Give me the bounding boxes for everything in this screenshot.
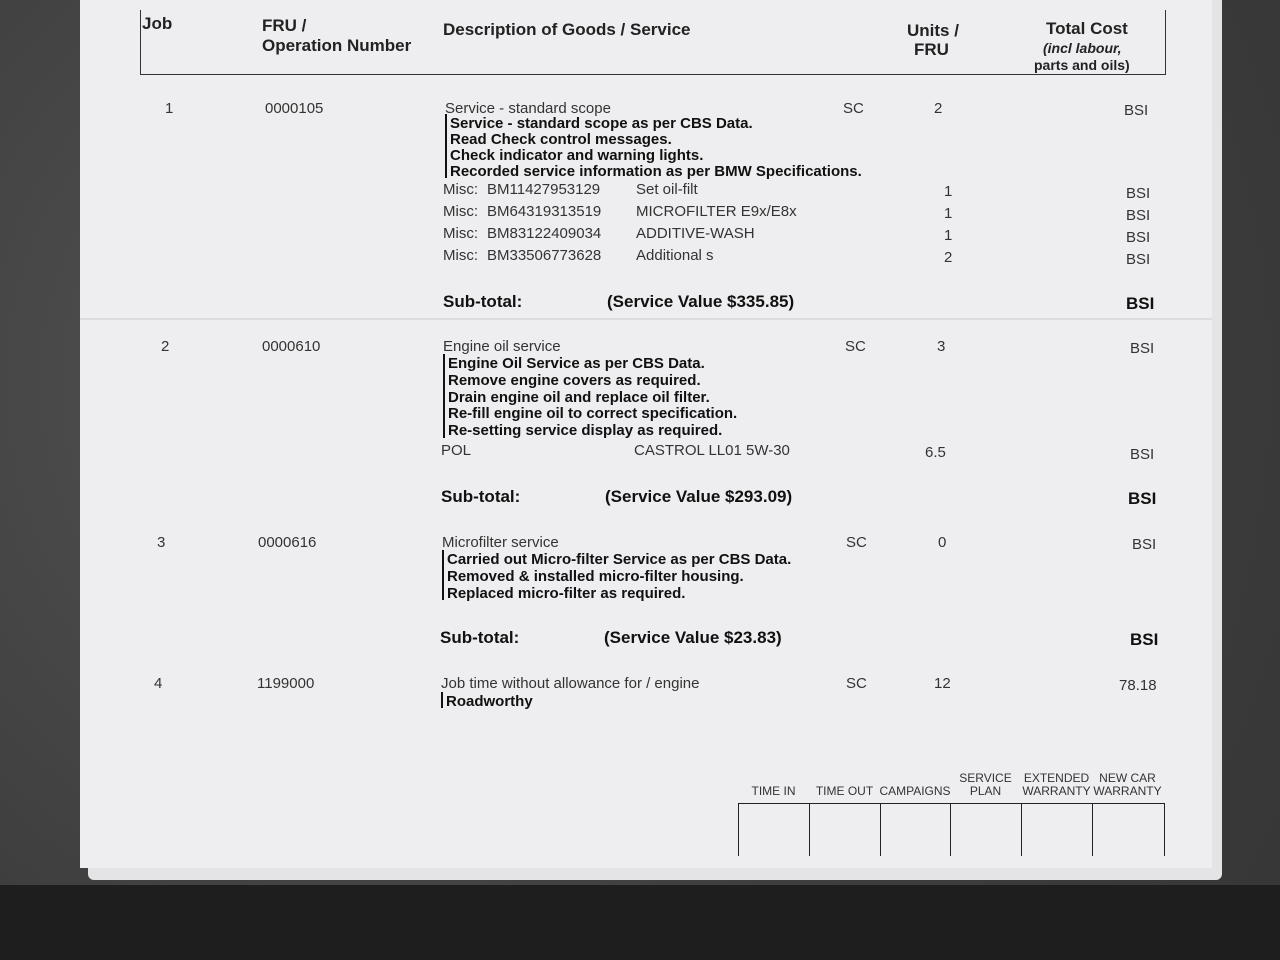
job-title: Microfilter service [442,534,559,551]
part-number: BM33506773628 [487,247,602,264]
footer-entry-box[interactable] [809,803,881,856]
part-description: MICROFILTER E9x/E8x [636,203,797,220]
detail-line: Check indicator and warning lights. [450,147,704,164]
part-units: 1 [944,205,953,222]
detail-line: Carried out Micro-filter Service as per … [447,551,792,568]
header-units-2: FRU [914,40,949,59]
part-type: Misc: [443,225,478,242]
detail-line: Read Check control messages. [450,131,672,148]
detail-line: Re-setting service display as required. [448,422,723,440]
table-edge [0,885,1280,960]
part-cost: BSI [1126,229,1151,246]
part-number: BM11427953129 [487,181,601,198]
part-number: BM83122409034 [487,225,602,242]
footer-entry-box[interactable] [1021,803,1093,856]
table-header-box [140,10,1166,75]
part-units: 1 [944,183,953,200]
job-units: 3 [937,338,946,355]
job-code: SC [845,338,866,355]
footer-entry-box[interactable] [738,803,810,856]
detail-line: Service - standard scope as per CBS Data… [450,115,753,132]
detail-line: Removed & installed micro-filter housing… [447,567,744,585]
job-title: Job time without allowance for / engine [441,675,700,692]
header-job: Job [142,14,173,33]
part-units: 6.5 [925,444,946,461]
subtotal-value: (Service Value $293.09) [605,487,793,506]
fru-number: 0000616 [258,534,317,551]
subtotal-label: Sub-total: [440,628,520,647]
job-units: 12 [934,675,951,692]
part-description: Set oil-filt [636,181,698,198]
job-title: Service - standard scope [445,100,611,117]
job-number: 1 [165,100,174,117]
part-cost: BSI [1126,207,1151,224]
part-type: Misc: [443,181,478,198]
job-cost: BSI [1132,536,1157,553]
job-title: Engine oil service [443,338,561,355]
footer-entry-box[interactable] [1092,803,1165,856]
footer-column-label: EXTENDED WARRANTY [1022,771,1091,798]
part-type: Misc: [443,203,478,220]
part-description: Additional s [636,247,714,264]
part-type: POL [441,442,472,459]
footer-column-label: TIME IN [751,784,796,798]
header-units-1: Units / [907,21,959,40]
detail-bar [445,114,447,178]
footer-column-label: SERVICE PLAN [959,771,1012,798]
footer-entry-box[interactable] [880,803,951,856]
detail-line: Re-fill engine oil to correct specificat… [448,405,738,423]
detail-bar [442,550,444,601]
footer-entry-box[interactable] [950,803,1022,856]
part-description: ADDITIVE-WASH [636,225,755,242]
detail-line: Drain engine oil and replace oil filter. [448,388,710,406]
job-number: 4 [154,675,163,692]
detail-line: Roadworthy [446,693,533,710]
job-cost: BSI [1130,340,1155,357]
header-cost-3: parts and oils) [1034,57,1130,73]
fru-number: 1199000 [257,675,315,692]
part-description: CASTROL LL01 5W-30 [634,442,790,459]
subtotal-cost: BSI [1126,294,1155,313]
subtotal-label: Sub-total: [443,292,523,311]
part-number: BM64319313519 [487,203,602,220]
header-fru-2: Operation Number [262,36,412,55]
paper-fold [80,318,1212,320]
part-cost: BSI [1130,446,1155,463]
job-units: 2 [934,100,943,117]
job-number: 3 [157,534,166,551]
detail-line: Recorded service information as per BMW … [450,163,862,180]
subtotal-value: (Service Value $23.83) [604,628,782,647]
job-code: SC [843,100,864,117]
part-cost: BSI [1126,251,1151,268]
part-units: 2 [944,249,953,266]
job-code: SC [846,675,867,692]
header-cost-1: Total Cost [1046,19,1128,38]
job-units: 0 [938,534,947,551]
job-cost: 78.18 [1119,677,1157,694]
detail-bar [443,354,445,438]
part-type: Misc: [443,247,478,264]
footer-column-label: TIME OUT [815,784,874,798]
job-number: 2 [161,338,170,355]
header-fru-1: FRU / [262,16,307,35]
job-cost: BSI [1124,102,1149,119]
subtotal-cost: BSI [1128,489,1157,508]
footer-column-label: CAMPAIGNS [879,784,951,798]
part-cost: BSI [1126,185,1151,202]
part-units: 1 [944,227,953,244]
detail-line: Engine Oil Service as per CBS Data. [448,355,705,372]
header-description: Description of Goods / Service [443,20,691,39]
invoice-page [80,0,1212,868]
header-cost-2: (incl labour, [1043,40,1122,56]
subtotal-label: Sub-total: [441,487,521,506]
fru-number: 0000610 [262,338,321,355]
detail-line: Remove engine covers as required. [448,371,701,389]
footer-column-label: NEW CAR WARRANTY [1093,771,1162,798]
subtotal-cost: BSI [1130,630,1159,649]
detail-line: Replaced micro-filter as required. [447,584,686,602]
subtotal-value: (Service Value $335.85) [607,292,795,311]
job-code: SC [846,534,867,551]
detail-bar [441,692,443,708]
fru-number: 0000105 [265,100,324,117]
